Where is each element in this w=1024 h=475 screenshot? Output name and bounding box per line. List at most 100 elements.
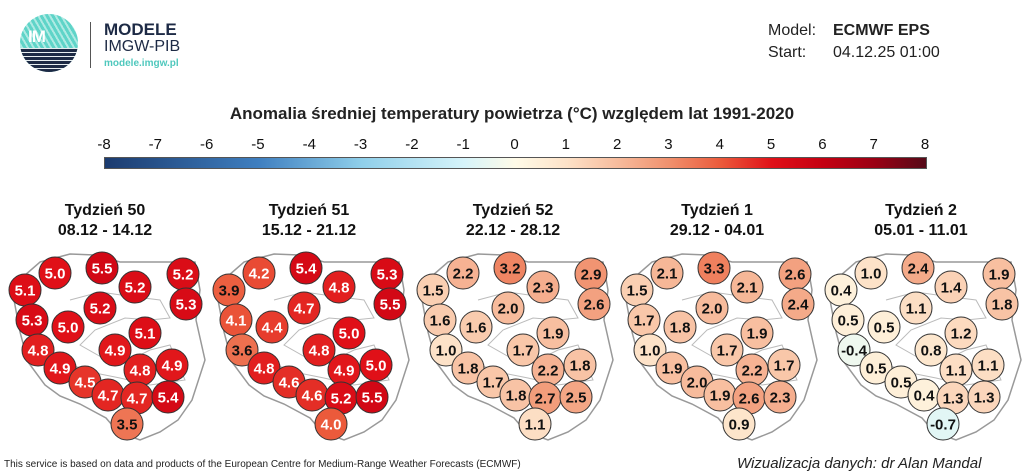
panel-header: Tydzień 51 15.12 - 21.12 xyxy=(209,201,409,241)
anomaly-value: 2.2 xyxy=(453,266,474,283)
anomaly-marker: 2.4 xyxy=(901,251,935,285)
anomaly-marker: 1.5 xyxy=(620,273,654,307)
anomaly-circle xyxy=(650,256,684,290)
anomaly-value: 1.7 xyxy=(483,375,504,392)
anomaly-value: 4.0 xyxy=(321,417,342,434)
anomaly-marker: 4.7 xyxy=(91,378,125,412)
anomaly-circle xyxy=(526,270,560,304)
anomaly-circle xyxy=(926,407,960,441)
colorbar-tick-label: 6 xyxy=(818,136,827,153)
anomaly-marker: 1.8 xyxy=(663,310,697,344)
brand-url[interactable]: modele.imgw.pl xyxy=(104,58,179,69)
anomaly-marker: 1.3 xyxy=(967,380,1001,414)
anomaly-marker: 4.8 xyxy=(123,353,157,387)
anomaly-circle xyxy=(287,291,321,325)
anomaly-value: 1.8 xyxy=(992,297,1013,314)
anomaly-value: 4.8 xyxy=(329,280,350,297)
anomaly-value: 1.8 xyxy=(458,361,479,378)
anomaly-circle xyxy=(518,407,552,441)
anomaly-value: 5.5 xyxy=(380,297,401,314)
anomaly-marker: 1.4 xyxy=(934,270,968,304)
anomaly-marker: 4.0 xyxy=(314,407,348,441)
anomaly-marker: 5.3 xyxy=(370,257,404,291)
anomaly-value: 4.7 xyxy=(127,391,148,408)
anomaly-value: 5.0 xyxy=(58,320,79,337)
anomaly-circle xyxy=(491,291,525,325)
anomaly-value: 5.0 xyxy=(339,326,360,343)
anomaly-value: 5.0 xyxy=(366,358,387,375)
anomaly-value: 0.5 xyxy=(891,375,912,392)
anomaly-marker: 4.9 xyxy=(98,333,132,367)
anomaly-circle xyxy=(51,310,85,344)
anomaly-value: 0.8 xyxy=(921,343,942,360)
anomaly-value: 5.4 xyxy=(158,390,180,407)
colorbar-tick-label: 3 xyxy=(664,136,673,153)
poland-map: 1.0 2.4 1.9 0.4 1.4 1.8 0.5 1.1 0.5 1.2 -0.4 0.8 0.5… xyxy=(824,251,1022,441)
anomaly-circle xyxy=(730,270,764,304)
anomaly-value: 5.4 xyxy=(296,261,318,278)
anomaly-circle xyxy=(577,287,611,321)
anomaly-value: 4.7 xyxy=(294,301,315,318)
anomaly-value: 1.1 xyxy=(906,301,927,318)
panel-header: Tydzień 1 29.12 - 04.01 xyxy=(617,201,817,241)
panel-dates: 22.12 - 28.12 xyxy=(465,222,561,239)
anomaly-marker: 4.9 xyxy=(327,353,361,387)
credit-note: Wizualizacja danych: dr Alan Mandal xyxy=(737,455,982,472)
anomaly-marker: 4.4 xyxy=(255,310,289,344)
anomaly-value: 2.5 xyxy=(566,390,587,407)
panel-header: Tydzień 50 08.12 - 14.12 xyxy=(5,201,205,241)
anomaly-marker: 4.8 xyxy=(322,270,356,304)
anomaly-marker: 4.9 xyxy=(43,351,77,385)
anomaly-circle xyxy=(985,287,1019,321)
anomaly-value: 2.0 xyxy=(687,375,708,392)
anomaly-value: 5.1 xyxy=(15,283,36,300)
anomaly-value: 5.3 xyxy=(377,267,398,284)
anomaly-marker: 1.8 xyxy=(451,351,485,385)
poland-map: 2.2 3.2 2.91.5 2.32.61.62.01.6 1.91.0 1.71.8 2… xyxy=(416,251,614,441)
imgw-logo: IMGW xyxy=(20,14,78,72)
panel-week: Tydzień 51 xyxy=(268,202,350,219)
anomaly-value: 4.9 xyxy=(334,363,355,380)
anomaly-circle xyxy=(242,256,276,290)
anomaly-marker: 1.8 xyxy=(985,287,1019,321)
anomaly-value: 2.4 xyxy=(788,297,810,314)
anomaly-value: 4.6 xyxy=(279,375,300,392)
anomaly-marker: 0.5 xyxy=(867,310,901,344)
anomaly-marker: 2.1 xyxy=(730,270,764,304)
anomaly-value: 1.0 xyxy=(640,343,661,360)
colorbar-tick-label: -5 xyxy=(251,136,265,153)
anomaly-circle xyxy=(934,270,968,304)
anomaly-value: 1.9 xyxy=(710,388,731,405)
anomaly-value: 3.2 xyxy=(500,261,521,278)
anomaly-circle xyxy=(506,333,540,367)
anomaly-circle xyxy=(322,270,356,304)
anomaly-marker: 0.8 xyxy=(914,333,948,367)
anomaly-value: 1.0 xyxy=(436,343,457,360)
anomaly-circle xyxy=(559,380,593,414)
anomaly-circle xyxy=(901,251,935,285)
anomaly-value: 0.5 xyxy=(866,361,887,378)
anomaly-marker: 3.9 xyxy=(212,273,246,307)
anomaly-marker: 1.8 xyxy=(563,348,597,382)
anomaly-circle xyxy=(663,310,697,344)
panel-header: Tydzień 52 22.12 - 28.12 xyxy=(413,201,613,241)
anomaly-value: 1.6 xyxy=(430,313,451,330)
anomaly-marker: 5.2 xyxy=(166,257,200,291)
source-note: This service is based on data and produc… xyxy=(4,459,521,470)
anomaly-circle xyxy=(493,251,527,285)
anomaly-circle xyxy=(110,407,144,441)
anomaly-marker: 5.0 xyxy=(38,256,72,290)
anomaly-marker: 2.3 xyxy=(526,270,560,304)
anomaly-circle xyxy=(225,333,259,367)
anomaly-circle xyxy=(289,251,323,285)
anomaly-marker: 5.3 xyxy=(15,303,49,337)
anomaly-marker: 2.3 xyxy=(763,380,797,414)
anomaly-value: 4.7 xyxy=(98,388,119,405)
panel-week: Tydzień 50 xyxy=(64,202,146,219)
colorbar-tick-label: 4 xyxy=(715,136,724,153)
anomaly-marker: 1.9 xyxy=(740,316,774,350)
logo-divider xyxy=(90,22,91,68)
anomaly-marker: 1.1 xyxy=(899,291,933,325)
anomaly-marker: 2.4 xyxy=(781,287,815,321)
anomaly-circle xyxy=(837,333,871,367)
